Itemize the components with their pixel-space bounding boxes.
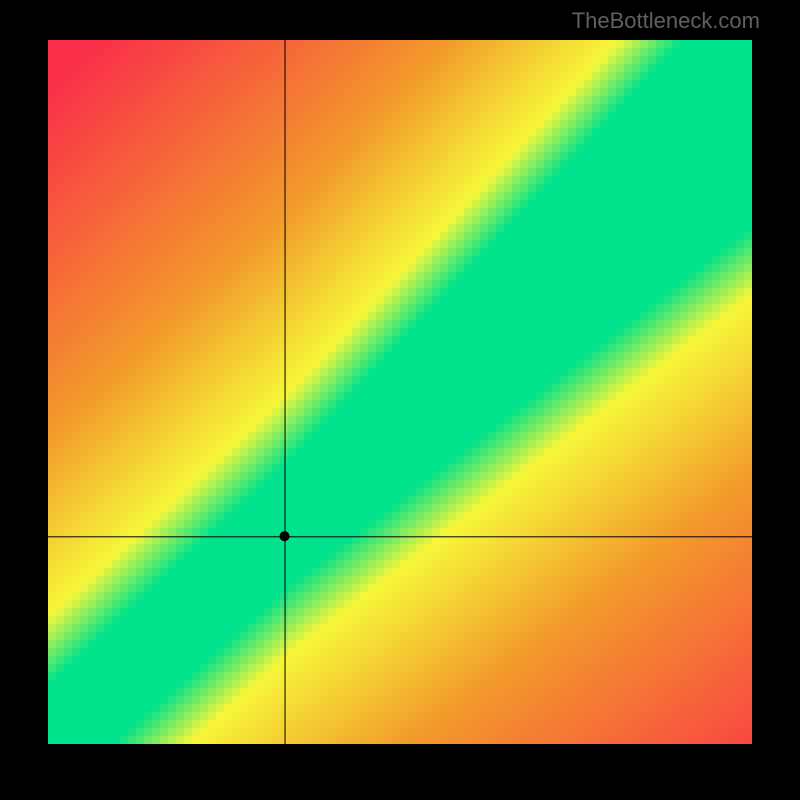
heatmap-plot xyxy=(48,40,752,744)
heatmap-canvas xyxy=(48,40,752,744)
chart-container: TheBottleneck.com xyxy=(0,0,800,800)
watermark-text: TheBottleneck.com xyxy=(572,8,760,34)
